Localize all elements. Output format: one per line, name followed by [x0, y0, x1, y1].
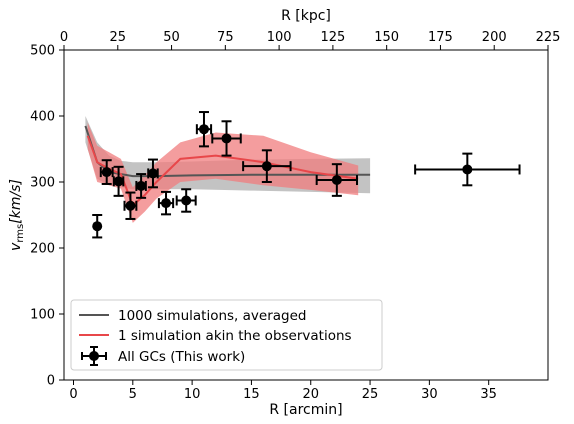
y-axis-title: vrms[km/s]: [8, 179, 26, 251]
point-marker: [113, 176, 124, 187]
x-bottom-tick-label: 15: [243, 387, 260, 402]
y-axis-title-main: v: [8, 242, 24, 251]
x-axis-bottom-title: R [arcmin]: [269, 402, 342, 418]
point-marker: [92, 221, 103, 232]
x-bottom-tick-label: 5: [129, 387, 137, 402]
point-marker: [261, 161, 272, 172]
data-point: [112, 165, 125, 197]
data-points: [92, 111, 521, 239]
y-tick-label: 500: [30, 44, 55, 59]
data-point: [99, 159, 114, 185]
legend-label-single-sim: 1 simulation akin the observations: [118, 328, 352, 344]
legend-label-averaged: 1000 simulations, averaged: [118, 308, 306, 324]
y-axis: 0 100 200 300 400 500: [30, 44, 64, 389]
x-axis-top: 0 25 50 75 100 125 150 175 200 225: [60, 30, 561, 50]
x-axis-bottom: 0 5 10 15 20 25 30 35: [69, 380, 497, 402]
data-point: [175, 188, 197, 213]
x-top-tick-label: 100: [267, 30, 292, 45]
data-point: [211, 120, 242, 157]
y-tick-label: 400: [30, 110, 55, 125]
point-marker: [331, 175, 342, 186]
data-point: [147, 158, 159, 189]
x-bottom-tick-label: 25: [362, 387, 379, 402]
y-tick-label: 200: [30, 242, 55, 257]
data-point: [195, 111, 213, 148]
x-top-tick-label: 225: [536, 30, 561, 45]
x-bottom-tick-label: 10: [184, 387, 201, 402]
x-top-tick-label: 50: [163, 30, 180, 45]
x-top-tick-label: 25: [110, 30, 127, 45]
x-axis-top-title: R [kpc]: [281, 8, 331, 24]
y-tick-label: 100: [30, 308, 55, 323]
band-series-1: [87, 122, 359, 223]
data-point: [414, 152, 521, 187]
data-point: [157, 190, 175, 216]
x-bottom-tick-label: 0: [69, 387, 77, 402]
x-top-tick-label: 75: [217, 30, 234, 45]
point-marker: [136, 180, 147, 191]
point-marker: [125, 200, 136, 211]
legend-swatch-gcs: [81, 346, 107, 366]
y-axis-title-sub: rms: [15, 224, 26, 243]
legend: 1000 simulations, averaged 1 simulation …: [70, 299, 383, 371]
y-tick-label: 300: [30, 176, 55, 191]
data-point: [92, 214, 103, 239]
x-bottom-tick-label: 35: [480, 387, 497, 402]
y-tick-label: 0: [47, 374, 55, 389]
legend-label-gcs: All GCs (This work): [118, 349, 245, 365]
plot-frame: [63, 49, 549, 381]
x-top-tick-label: 200: [482, 30, 507, 45]
y-axis-title-unit: [km/s]: [8, 179, 24, 224]
legend-marker: [89, 351, 99, 361]
x-top-tick-label: 150: [374, 30, 399, 45]
point-marker: [462, 164, 473, 175]
data-point: [242, 149, 292, 183]
x-bottom-tick-label: 30: [421, 387, 438, 402]
line-series-0: [84, 125, 371, 178]
data-point: [315, 163, 359, 197]
data-point: [123, 191, 138, 220]
x-top-tick-label: 175: [428, 30, 453, 45]
point-marker: [221, 133, 232, 144]
point-marker: [161, 198, 172, 209]
x-top-tick-label: 0: [60, 30, 68, 45]
legend-box: [70, 299, 383, 371]
point-marker: [198, 124, 209, 135]
data-point: [135, 173, 147, 199]
x-top-tick-label: 125: [320, 30, 345, 45]
point-marker: [101, 167, 112, 178]
point-marker: [181, 195, 192, 206]
point-marker: [147, 168, 158, 179]
x-bottom-tick-label: 20: [302, 387, 319, 402]
